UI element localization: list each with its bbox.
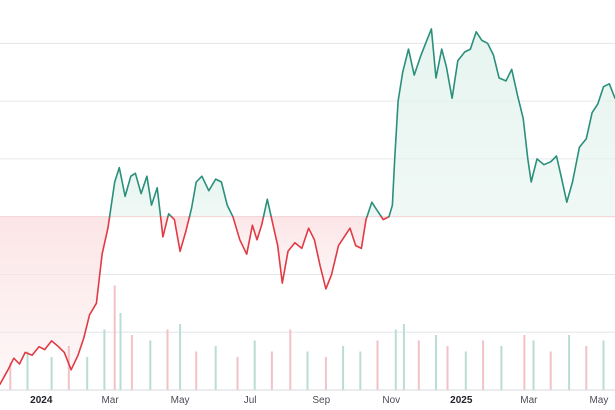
area-fill-below-baseline [271, 216, 367, 289]
volume-bar [568, 335, 571, 390]
volume-bar [50, 357, 53, 390]
volume-bar [86, 357, 89, 390]
x-tick-label: May [171, 395, 190, 406]
volume-bar [324, 357, 327, 390]
volume-bar [306, 351, 309, 390]
volume-bar [402, 324, 405, 390]
area-fill-above-baseline [389, 28, 615, 217]
area-fill-above-baseline [263, 199, 272, 217]
volume-bar [289, 329, 292, 390]
volume-bar [166, 329, 169, 390]
volume-bar [9, 362, 12, 390]
volume-bar [179, 324, 182, 390]
volume-bar [602, 340, 605, 390]
price-line-above-baseline [262, 198, 272, 218]
volume-bar [130, 335, 133, 390]
volume-bar [113, 285, 116, 390]
volume-bar [149, 340, 152, 390]
volume-bar [435, 335, 437, 390]
volume-bar [446, 346, 449, 390]
area-fill-above-baseline [367, 202, 382, 217]
volume-bar [417, 340, 420, 390]
price-line-below-baseline [270, 215, 368, 290]
volume-bar [253, 340, 256, 390]
volume-bar [359, 351, 362, 390]
volume-bar [195, 351, 198, 390]
price-line-above-baseline [388, 28, 615, 218]
price-line-below-baseline [159, 215, 169, 238]
volume-bar [67, 346, 70, 390]
volume-bar [500, 346, 503, 390]
x-tick-label: 2024 [30, 395, 53, 406]
volume-bar [342, 346, 345, 390]
volume-bar [26, 351, 29, 390]
volume-bar [585, 346, 588, 390]
price-line-below-baseline [0, 215, 111, 385]
x-tick-label: Mar [520, 395, 538, 406]
x-tick-label: Mar [101, 395, 119, 406]
x-tick-label: May [589, 395, 608, 406]
volume-bar [482, 340, 485, 390]
price-line-above-baseline [366, 201, 383, 218]
x-tick-label: Jul [244, 395, 257, 406]
volume-layer [9, 285, 605, 390]
price-line-below-baseline [232, 215, 265, 255]
volume-bar [532, 340, 535, 390]
area-fill-above-baseline [109, 167, 161, 217]
area-fill-below-baseline [0, 216, 110, 385]
volume-bar [214, 346, 217, 390]
x-axis: 2024 Mar May Jul Sep Nov 2025 Mar May [0, 389, 615, 406]
volume-bar [464, 351, 467, 390]
volume-bar [376, 340, 379, 390]
x-tick-label: Nov [382, 395, 400, 406]
volume-bar [523, 335, 526, 390]
price-line-below-baseline [380, 215, 390, 221]
price-line-above-baseline [167, 213, 173, 218]
area-fill-layer [0, 28, 615, 385]
volume-bar [549, 351, 552, 390]
volume-bar [270, 351, 273, 390]
volume-bar [119, 313, 122, 390]
price-line-above-baseline [108, 166, 162, 218]
volume-bar [236, 357, 239, 390]
volume-bar [394, 329, 397, 390]
volume-bar [103, 329, 106, 390]
x-tick-label: 2025 [450, 395, 473, 406]
price-line-above-baseline [188, 175, 234, 218]
price-line-below-baseline [170, 215, 191, 253]
x-tick-label: Sep [312, 395, 330, 406]
price-line-layer [0, 28, 615, 385]
area-fill-below-baseline [232, 216, 264, 255]
